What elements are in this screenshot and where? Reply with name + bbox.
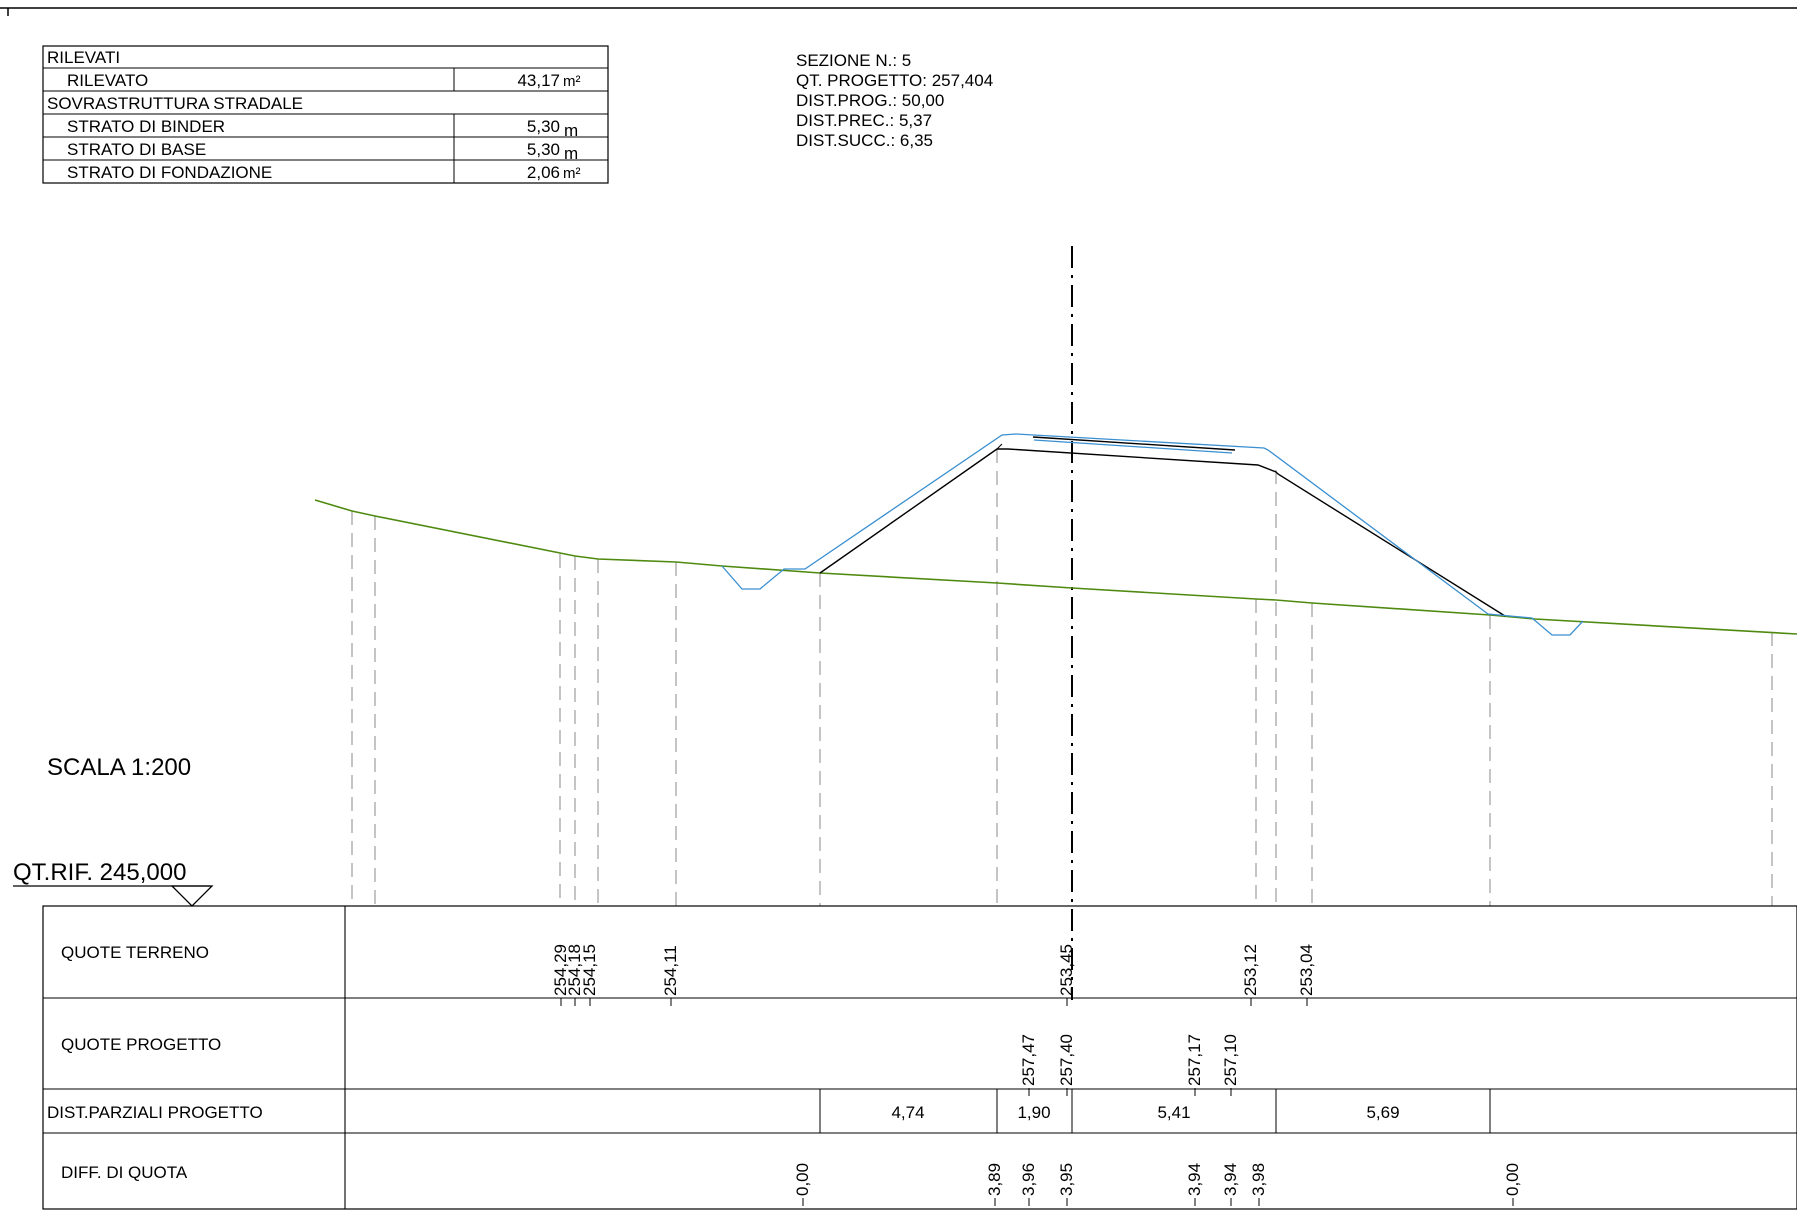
section-next-distance: DIST.SUCC.: 6,35 xyxy=(796,131,933,150)
value-label: 254,18 xyxy=(565,944,584,996)
reference-triangle-icon xyxy=(170,885,214,907)
value-label: 253,45 xyxy=(1057,944,1076,996)
guide-lines xyxy=(351,449,1773,906)
pavement-layer-inner xyxy=(1033,439,1233,454)
summary-value-fondazione: 2,06 xyxy=(527,163,560,182)
ground-line xyxy=(314,499,1797,635)
embankment-fill-left xyxy=(996,443,1003,450)
row-label-quote-progetto: QUOTE PROGETTO xyxy=(61,1035,221,1054)
value-label: 257,47 xyxy=(1019,1034,1038,1086)
section-design-level: QT. PROGETTO: 257,404 xyxy=(796,71,993,90)
row-label-dist-parziali: DIST.PARZIALI PROGETTO xyxy=(47,1103,263,1122)
summary-value-rilevato: 43,17 xyxy=(517,71,560,90)
value-label: 257,10 xyxy=(1221,1034,1240,1086)
summary-unit-binder: m xyxy=(564,121,578,140)
scale-label: SCALA 1:200 xyxy=(47,754,191,781)
summary-value-binder: 5,30 xyxy=(527,117,560,136)
value-label: 3,98 xyxy=(1249,1163,1268,1196)
summary-row-sovrastruttura: SOVRASTRUTTURA STRADALE xyxy=(47,94,303,113)
row-label-quote-terreno: QUOTE TERRENO xyxy=(61,943,209,962)
value-label: 257,17 xyxy=(1185,1034,1204,1086)
sheet-border xyxy=(0,7,1797,16)
value-label: 3,89 xyxy=(985,1163,1004,1196)
section-previous-distance: DIST.PREC.: 5,37 xyxy=(796,111,932,130)
embankment-core xyxy=(819,448,1506,617)
summary-row-base: STRATO DI BASE xyxy=(67,140,206,159)
value-label: 253,12 xyxy=(1241,944,1260,996)
dist-parziale-value: 4,74 xyxy=(891,1103,924,1122)
reference-level: QT.RIF. 245,000 xyxy=(13,859,214,907)
summary-table: RILEVATI RILEVATO 43,17 m² SOVRASTRUTTUR… xyxy=(42,45,609,184)
design-outline xyxy=(721,433,1584,636)
summary-value-base: 5,30 xyxy=(527,140,560,159)
section-progressive-distance: DIST.PROG.: 50,00 xyxy=(796,91,944,110)
value-label: 253,04 xyxy=(1297,944,1316,996)
value-label: 254,15 xyxy=(580,944,599,996)
value-label: 0,00 xyxy=(793,1163,812,1196)
summary-unit-base: m xyxy=(564,144,578,163)
profile-table-frame xyxy=(42,905,1797,1210)
value-label: 3,96 xyxy=(1019,1163,1038,1196)
summary-row-rilevati: RILEVATI xyxy=(47,48,120,67)
summary-unit-rilevato: m² xyxy=(563,73,581,90)
value-label: 257,40 xyxy=(1057,1034,1076,1086)
value-label: 254,11 xyxy=(661,945,680,996)
value-label: 3,94 xyxy=(1185,1163,1204,1196)
value-label: 254,29 xyxy=(551,944,570,996)
dist-parziale-value: 5,69 xyxy=(1366,1103,1399,1122)
dist-parziale-value: 1,90 xyxy=(1017,1103,1050,1122)
summary-unit-fondazione: m² xyxy=(563,165,581,182)
pavement-layer xyxy=(1032,436,1236,451)
value-label: 3,94 xyxy=(1221,1163,1240,1196)
value-label: 3,95 xyxy=(1057,1163,1076,1196)
summary-row-rilevato: RILEVATO xyxy=(67,71,148,90)
dist-parziale-value: 5,41 xyxy=(1157,1103,1190,1122)
summary-row-fondazione: STRATO DI FONDAZIONE xyxy=(67,163,272,182)
summary-row-binder: STRATO DI BINDER xyxy=(67,117,225,136)
profile-table: QUOTE TERRENO QUOTE PROGETTO DIST.PARZIA… xyxy=(42,905,1797,1210)
section-info: SEZIONE N.: 5 QT. PROGETTO: 257,404 DIST… xyxy=(796,51,993,150)
reference-level-label: QT.RIF. 245,000 xyxy=(13,859,186,886)
section-number: SEZIONE N.: 5 xyxy=(796,51,911,70)
value-label: 0,00 xyxy=(1503,1163,1522,1196)
row-label-diff-quota: DIFF. DI QUOTA xyxy=(61,1163,188,1182)
